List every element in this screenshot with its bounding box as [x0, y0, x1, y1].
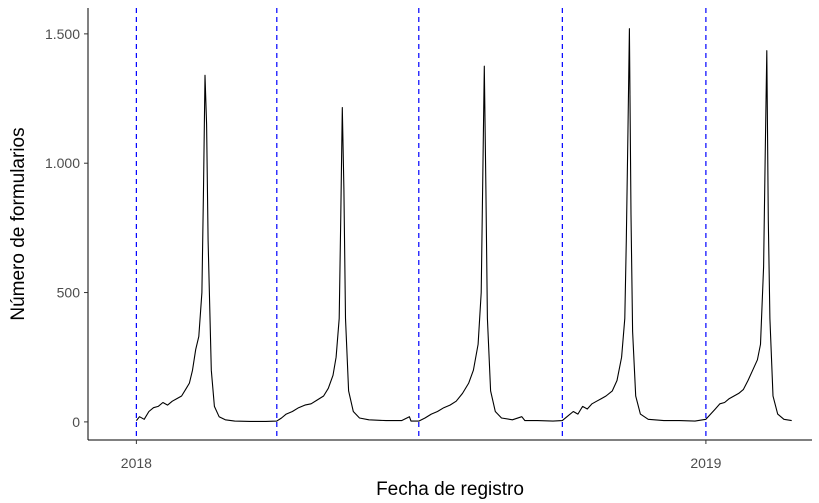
y-tick-label: 500 [57, 285, 81, 301]
series-line [135, 28, 792, 422]
y-axis-ticks: 0 500 1.000 1.500 [45, 26, 88, 430]
x-axis-ticks: 2018 2019 [121, 440, 722, 471]
y-tick-label: 1.000 [45, 155, 80, 171]
x-axis-title: Fecha de registro [376, 479, 524, 500]
x-tick-label: 2018 [121, 455, 152, 471]
y-tick-label: 0 [72, 414, 80, 430]
x-tick-label: 2019 [690, 455, 721, 471]
reference-lines [135, 8, 707, 440]
y-axis-title: Número de formularios [8, 127, 29, 320]
y-tick-label: 1.500 [45, 26, 80, 42]
